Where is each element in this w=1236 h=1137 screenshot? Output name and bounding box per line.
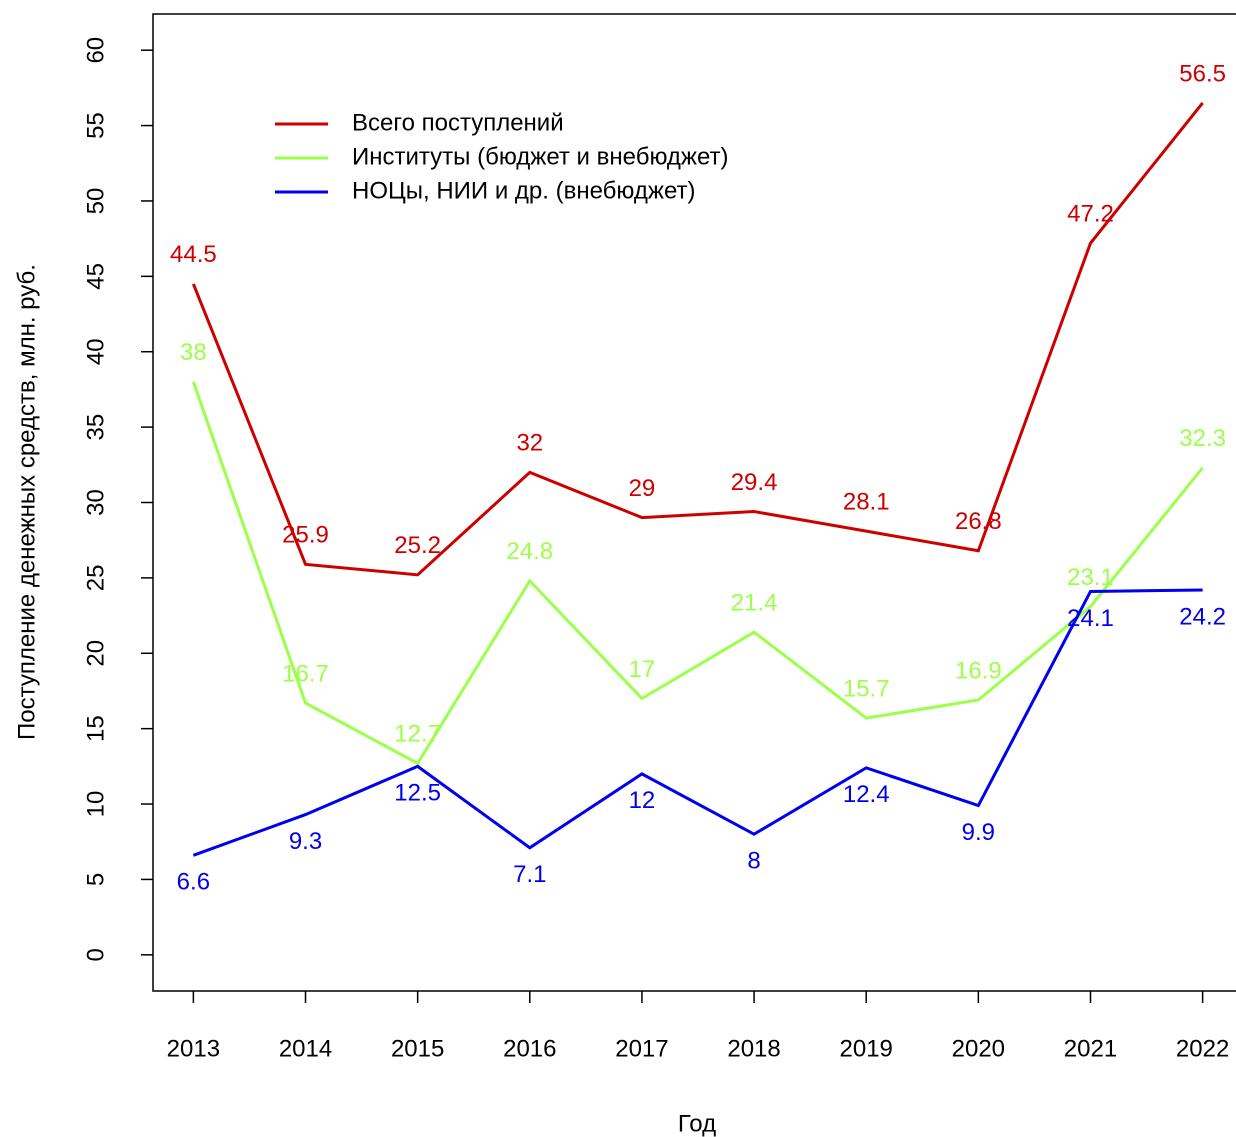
x-tick-label: 2016 (503, 1035, 556, 1062)
data-label: 23.1 (1067, 564, 1114, 591)
y-tick-label: 10 (82, 791, 109, 818)
legend-label: Всего поступлений (352, 109, 564, 136)
x-tick-label: 2018 (727, 1035, 780, 1062)
data-label: 29 (629, 475, 656, 502)
x-tick-label: 2017 (615, 1035, 668, 1062)
data-label: 32 (516, 430, 543, 457)
data-label: 47.2 (1067, 201, 1114, 228)
y-tick-label: 55 (82, 112, 109, 139)
data-label: 56.5 (1179, 60, 1226, 87)
x-axis-title: Год (678, 1110, 716, 1137)
x-tick-label: 2022 (1176, 1035, 1229, 1062)
data-label: 25.9 (282, 522, 329, 549)
y-tick-label: 20 (82, 640, 109, 667)
y-tick-label: 40 (82, 338, 109, 365)
y-tick-label: 15 (82, 715, 109, 742)
data-label: 12.5 (394, 780, 441, 807)
data-label: 29.4 (731, 469, 778, 496)
data-label: 9.3 (289, 828, 322, 855)
x-tick-label: 2013 (167, 1035, 220, 1062)
data-label: 12.7 (394, 721, 441, 748)
series-line (191, 102, 1204, 577)
data-label: 24.2 (1179, 603, 1226, 630)
y-axis-title: Поступление денежных средств, млн. руб. (13, 264, 40, 740)
y-tick-label: 25 (82, 565, 109, 592)
x-tick-label: 2021 (1064, 1035, 1117, 1062)
series-line (191, 381, 1204, 766)
data-label: 7.1 (513, 861, 546, 888)
x-tick-label: 2019 (840, 1035, 893, 1062)
data-label: 32.3 (1179, 425, 1226, 452)
data-label: 24.8 (506, 538, 553, 565)
legend-label: НОЦы, НИИ и др. (внебюджет) (352, 177, 696, 204)
y-tick-label: 5 (82, 873, 109, 886)
data-label: 15.7 (843, 675, 890, 702)
data-label: 16.7 (282, 660, 329, 687)
legend-label: Институты (бюджет и внебюджет) (352, 143, 729, 170)
series-line (192, 588, 1203, 857)
x-tick-label: 2020 (952, 1035, 1005, 1062)
y-tick-label: 50 (82, 188, 109, 215)
data-label: 17 (629, 656, 656, 683)
data-label: 44.5 (170, 241, 217, 268)
y-tick-label: 45 (82, 263, 109, 290)
data-label: 24.1 (1067, 605, 1114, 632)
y-tick-label: 35 (82, 414, 109, 441)
x-tick-label: 2014 (279, 1035, 332, 1062)
y-tick-label: 60 (82, 37, 109, 64)
data-label: 8 (747, 848, 760, 875)
data-label: 9.9 (962, 819, 995, 846)
data-label: 38 (180, 339, 207, 366)
data-label: 12 (629, 787, 656, 814)
y-tick-label: 30 (82, 489, 109, 516)
data-label: 12.4 (843, 781, 890, 808)
data-label: 16.9 (955, 657, 1002, 684)
x-tick-label: 2015 (391, 1035, 444, 1062)
data-label: 28.1 (843, 488, 890, 515)
y-tick-label: 0 (82, 948, 109, 961)
data-label: 25.2 (394, 532, 441, 559)
data-label: 26.8 (955, 508, 1002, 535)
data-label: 6.6 (177, 869, 210, 896)
data-label: 21.4 (731, 590, 778, 617)
